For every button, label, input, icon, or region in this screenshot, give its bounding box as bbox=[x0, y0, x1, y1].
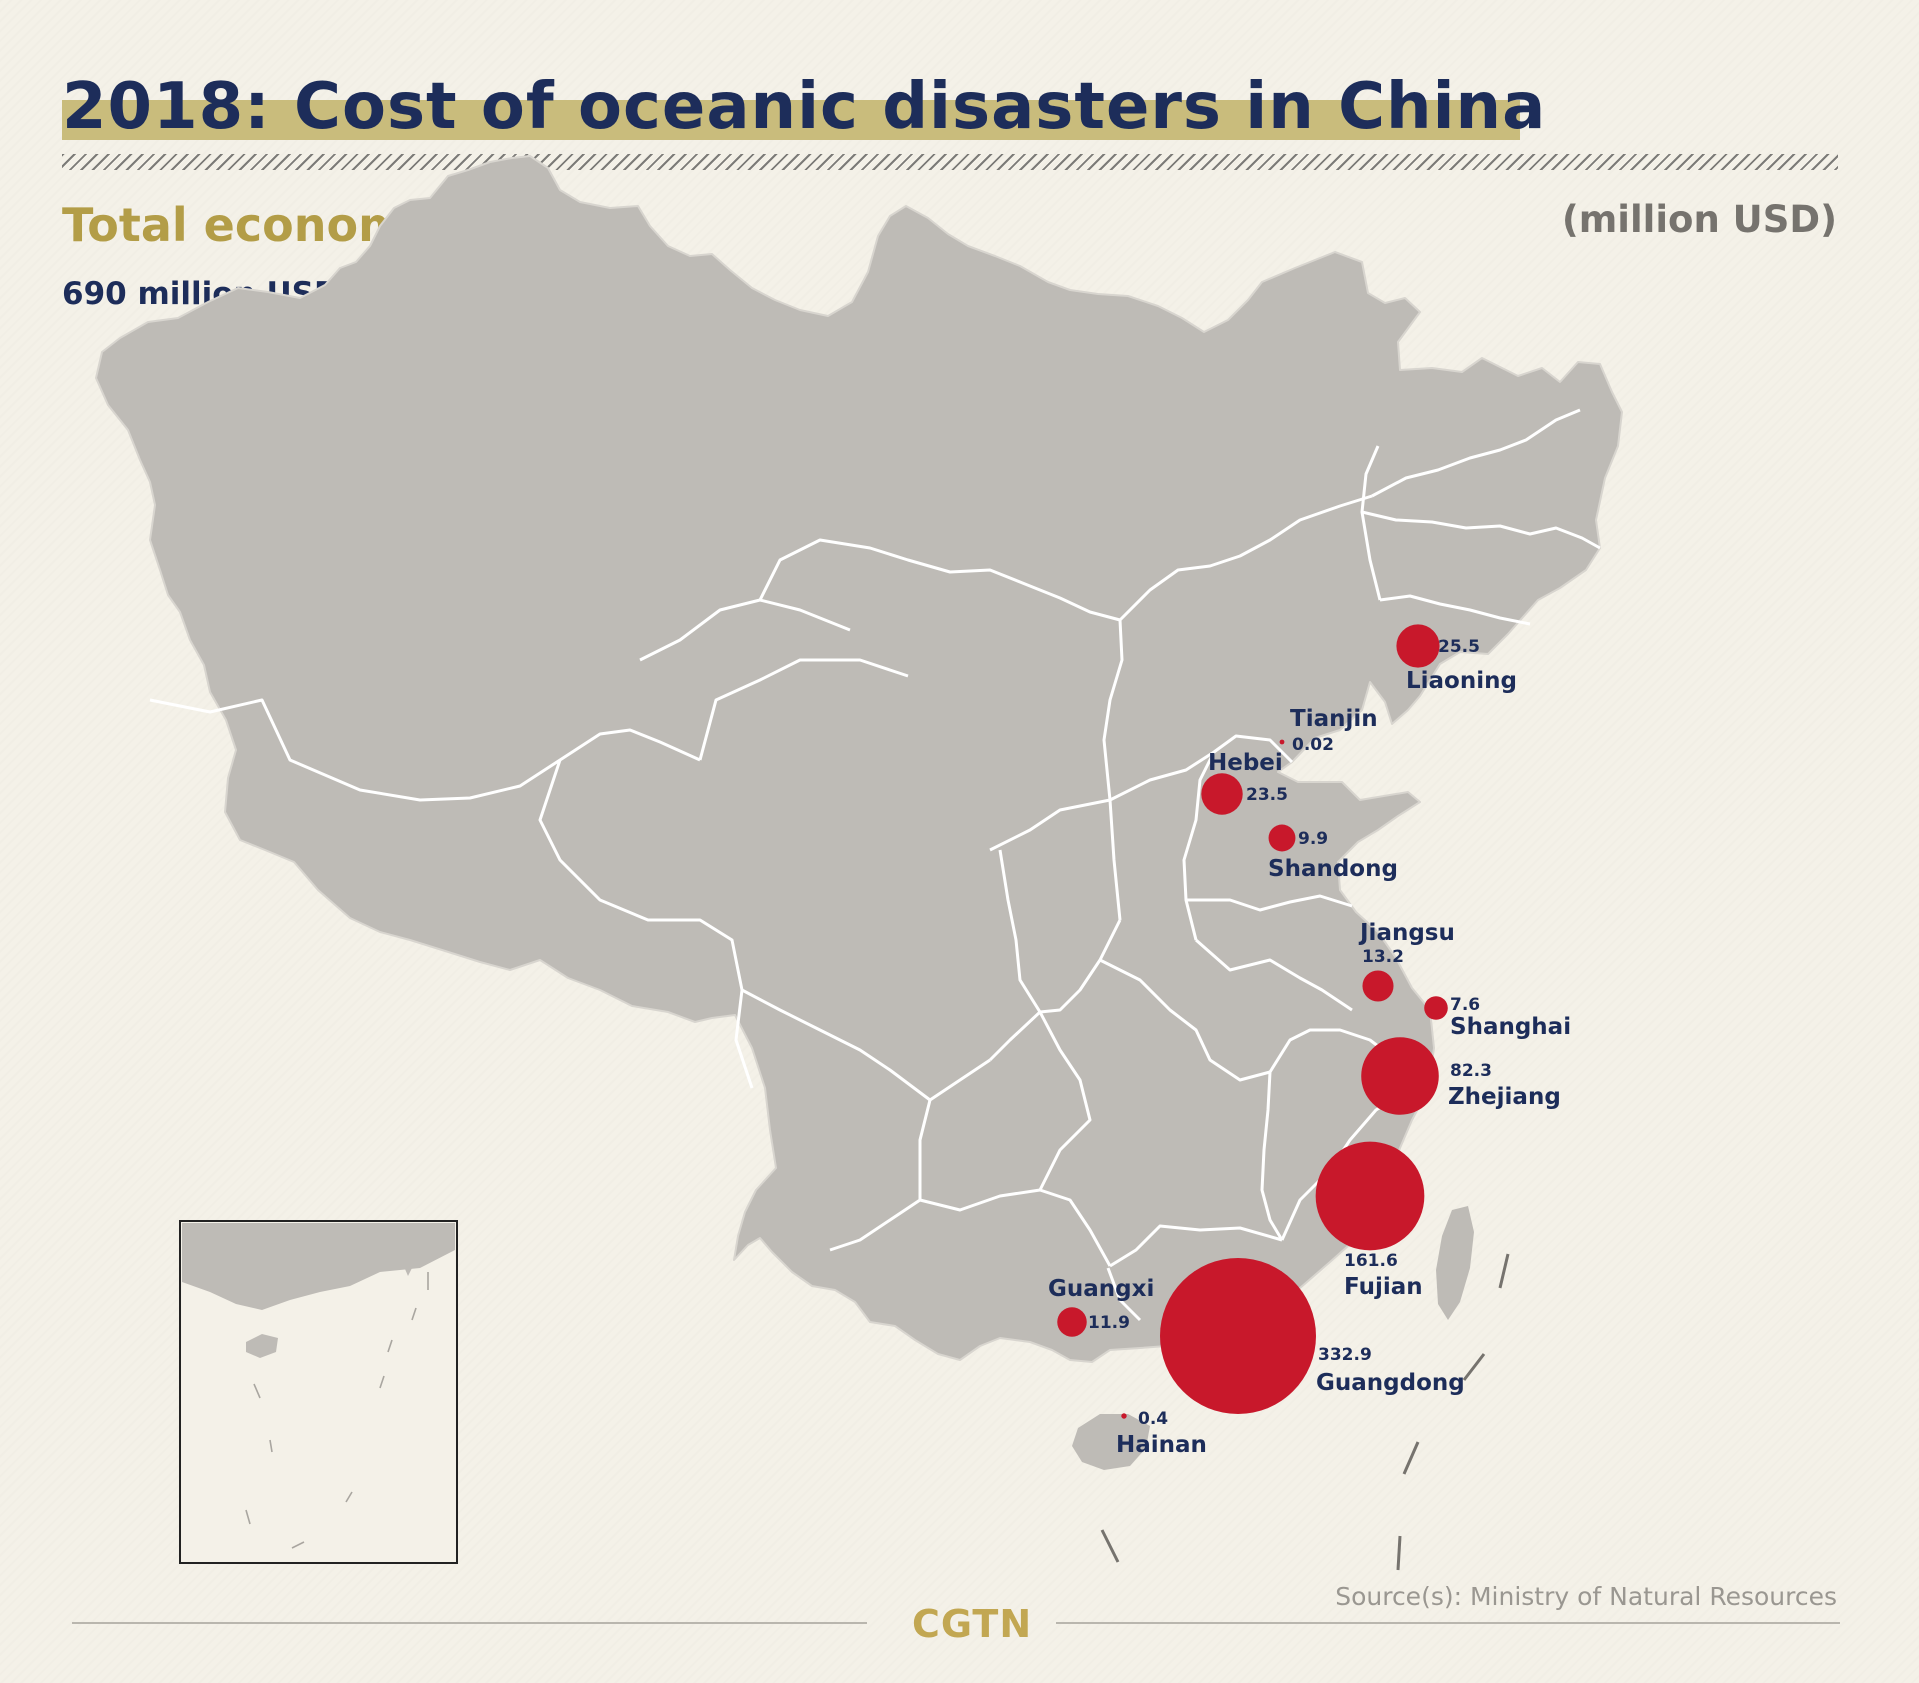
bubble-jiangsu bbox=[1362, 970, 1394, 1002]
hainan-land bbox=[1072, 1414, 1150, 1470]
south-china-sea-inset bbox=[179, 1220, 458, 1564]
page-title: 2018: Cost of oceanic disasters in China bbox=[62, 70, 1547, 144]
bubble-guangdong bbox=[1160, 1258, 1316, 1414]
region-label-zhejiang: Zhejiang bbox=[1448, 1084, 1561, 1110]
bubble-layer: 25.5 Liaoning 0.02 Tianjin 23.5 Hebei 9.9 Shand… bbox=[1048, 624, 1571, 1458]
region-label-hebei: Hebei bbox=[1208, 750, 1283, 776]
china-land bbox=[95, 155, 1623, 1363]
value-label-guangdong: 332.9 bbox=[1318, 1345, 1372, 1365]
province-borders bbox=[149, 408, 1601, 1322]
value-label-shanghai: 7.6 bbox=[1450, 995, 1480, 1015]
bubble-guangxi bbox=[1057, 1307, 1087, 1337]
value-label-hainan: 0.4 bbox=[1138, 1409, 1168, 1429]
source-text: Source(s): Ministry of Natural Resources bbox=[1335, 1582, 1837, 1611]
bubble-shanghai bbox=[1424, 996, 1448, 1020]
footer-line-right bbox=[1056, 1622, 1840, 1624]
region-label-guangdong: Guangdong bbox=[1316, 1370, 1465, 1396]
bubble-hainan bbox=[1121, 1413, 1127, 1419]
bubble-liaoning bbox=[1396, 624, 1440, 668]
title-block: 2018: Cost of oceanic disasters in China bbox=[62, 62, 1546, 152]
region-label-fujian: Fujian bbox=[1344, 1274, 1423, 1300]
unit-label: (million USD) bbox=[1561, 198, 1837, 241]
region-label-liaoning: Liaoning bbox=[1406, 668, 1517, 694]
region-label-tianjin: Tianjin bbox=[1290, 706, 1378, 732]
taiwan-land bbox=[1436, 1206, 1474, 1320]
title-highlight bbox=[62, 100, 1520, 140]
sea-boundary-dashes bbox=[1100, 1253, 1510, 1571]
value-label-jiangsu: 13.2 bbox=[1362, 947, 1404, 967]
bubble-tianjin bbox=[1279, 739, 1285, 745]
region-label-guangxi: Guangxi bbox=[1048, 1276, 1154, 1302]
value-label-tianjin: 0.02 bbox=[1292, 735, 1334, 755]
region-label-hainan: Hainan bbox=[1116, 1432, 1207, 1458]
value-label-guangxi: 11.9 bbox=[1088, 1313, 1130, 1333]
region-label-shandong: Shandong bbox=[1268, 856, 1398, 882]
footer-line-left bbox=[72, 1622, 867, 1624]
value-label-hebei: 23.5 bbox=[1246, 785, 1288, 805]
cgtn-logo: CGTN bbox=[912, 1602, 1033, 1646]
bubble-shandong bbox=[1268, 824, 1296, 852]
region-label-shanghai: Shanghai bbox=[1450, 1014, 1571, 1040]
value-label-fujian: 161.6 bbox=[1344, 1251, 1398, 1271]
bubble-fujian bbox=[1315, 1141, 1425, 1251]
bubble-hebei bbox=[1201, 773, 1243, 815]
value-label-shandong: 9.9 bbox=[1298, 829, 1328, 849]
value-label-liaoning: 25.5 bbox=[1438, 637, 1480, 657]
bubble-zhejiang bbox=[1361, 1037, 1439, 1115]
value-label-zhejiang: 82.3 bbox=[1450, 1061, 1492, 1081]
region-label-jiangsu: Jiangsu bbox=[1358, 920, 1455, 946]
